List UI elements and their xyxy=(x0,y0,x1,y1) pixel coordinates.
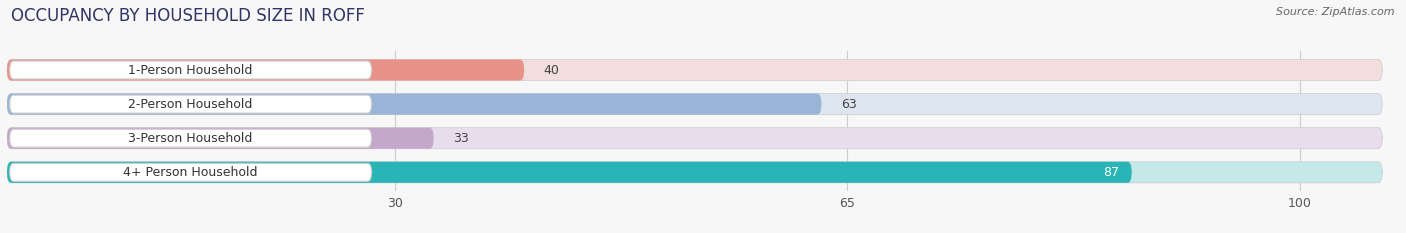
FancyBboxPatch shape xyxy=(10,163,371,181)
FancyBboxPatch shape xyxy=(7,59,1382,81)
FancyBboxPatch shape xyxy=(7,93,1382,115)
FancyBboxPatch shape xyxy=(10,61,371,79)
FancyBboxPatch shape xyxy=(7,128,433,149)
Text: 33: 33 xyxy=(453,132,468,145)
FancyBboxPatch shape xyxy=(7,162,1132,183)
FancyBboxPatch shape xyxy=(7,59,524,81)
FancyBboxPatch shape xyxy=(10,129,371,147)
Text: 40: 40 xyxy=(544,64,560,76)
Text: 4+ Person Household: 4+ Person Household xyxy=(124,166,257,179)
FancyBboxPatch shape xyxy=(10,95,371,113)
Text: 3-Person Household: 3-Person Household xyxy=(128,132,253,145)
FancyBboxPatch shape xyxy=(7,93,821,115)
Text: 1-Person Household: 1-Person Household xyxy=(128,64,253,76)
Text: OCCUPANCY BY HOUSEHOLD SIZE IN ROFF: OCCUPANCY BY HOUSEHOLD SIZE IN ROFF xyxy=(11,7,366,25)
Text: 2-Person Household: 2-Person Household xyxy=(128,98,253,111)
Text: 87: 87 xyxy=(1102,166,1119,179)
Text: Source: ZipAtlas.com: Source: ZipAtlas.com xyxy=(1277,7,1395,17)
Text: 63: 63 xyxy=(841,98,856,111)
FancyBboxPatch shape xyxy=(7,162,1382,183)
FancyBboxPatch shape xyxy=(7,128,1382,149)
